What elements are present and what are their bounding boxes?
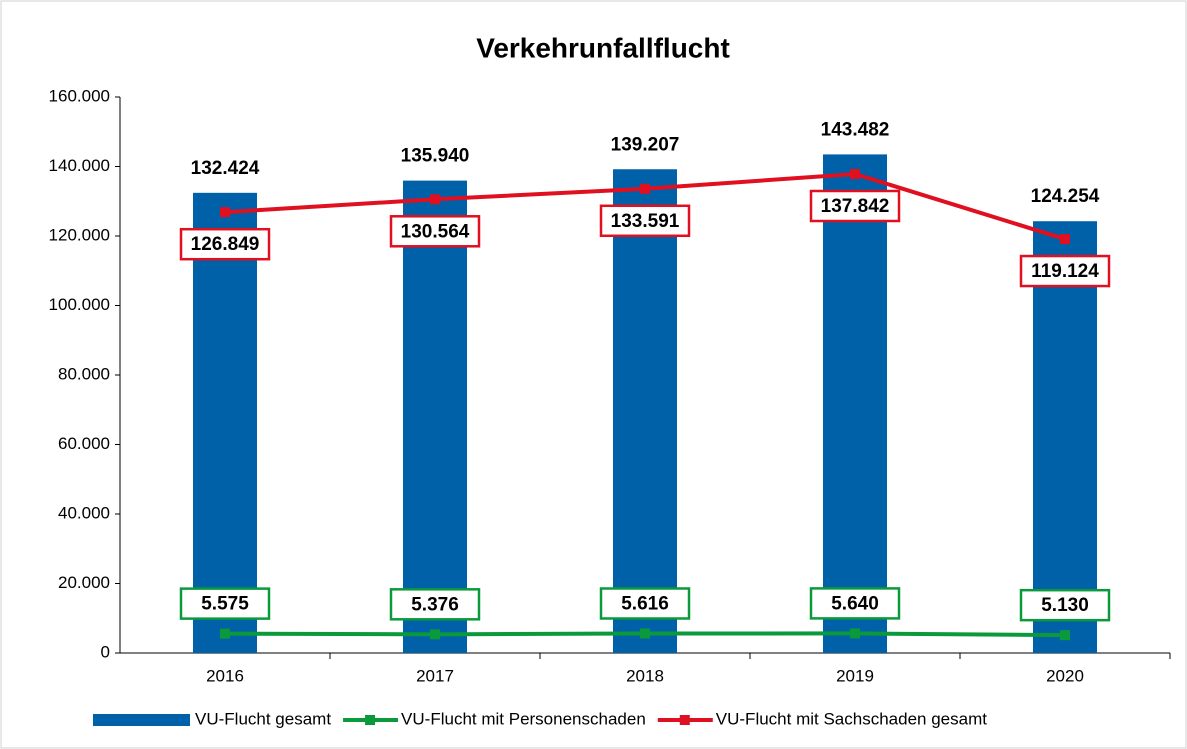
data-label: 5.640 [831,593,879,614]
marker [640,628,650,639]
data-label-box [179,587,271,620]
data-label-box [1019,254,1111,288]
x-tick-label: 2020 [1046,666,1084,685]
data-label-box [389,588,481,621]
data-label: 126.849 [191,234,260,255]
bar [193,192,257,653]
bar [823,154,887,653]
marker [430,194,440,205]
marker [1060,234,1070,245]
marker [430,629,440,640]
marker [220,207,230,218]
data-label-box [599,204,691,238]
data-label: 132.424 [191,158,260,179]
bar [1033,221,1097,653]
data-label-box [809,189,901,223]
x-tick-label: 2018 [626,666,664,685]
marker [1060,630,1070,641]
legend-label: VU-Flucht mit Sachschaden gesamt [716,709,987,728]
y-tick-label: 60.000 [58,434,110,453]
y-tick-label: 20.000 [58,573,110,592]
y-tick-label: 0 [101,642,110,661]
marker [850,168,860,179]
legend-marker [679,715,690,725]
chart-title: Verkehrunfallflucht [476,32,730,63]
marker [220,628,230,639]
data-label: 137.842 [821,196,890,217]
bar [403,180,467,653]
y-tick-label: 120.000 [49,225,110,244]
x-tick-label: 2017 [416,666,454,685]
data-label-box [389,215,481,248]
legend-marker [365,715,376,725]
data-label: 5.376 [411,594,459,615]
data-label-box [599,587,691,620]
y-tick-label: 100.000 [49,295,110,314]
data-label: 119.124 [1031,261,1099,282]
data-label: 5.575 [201,594,249,615]
marker [850,628,860,639]
data-label: 139.207 [611,134,680,155]
data-label: 5.616 [621,594,669,615]
data-label: 143.482 [821,119,890,140]
data-label: 124.254 [1031,186,1100,207]
data-label: 130.564 [401,221,470,242]
marker [640,183,650,194]
bar [613,169,677,653]
y-tick-label: 160.000 [49,86,110,105]
x-tick-label: 2019 [836,666,874,685]
y-tick-label: 140.000 [49,156,110,175]
x-tick-label: 2016 [206,666,244,685]
data-label: 133.591 [611,211,680,232]
data-label-box [1019,588,1111,622]
legend-label: VU-Flucht gesamt [195,709,331,728]
data-label-box [809,587,901,620]
data-label-box [179,227,271,261]
y-tick-label: 80.000 [58,364,110,383]
y-tick-label: 40.000 [58,503,110,522]
legend-label: VU-Flucht mit Personenschaden [401,709,646,728]
legend-swatch [93,714,190,726]
data-label: 135.940 [401,146,470,167]
data-label: 5.130 [1041,595,1089,616]
